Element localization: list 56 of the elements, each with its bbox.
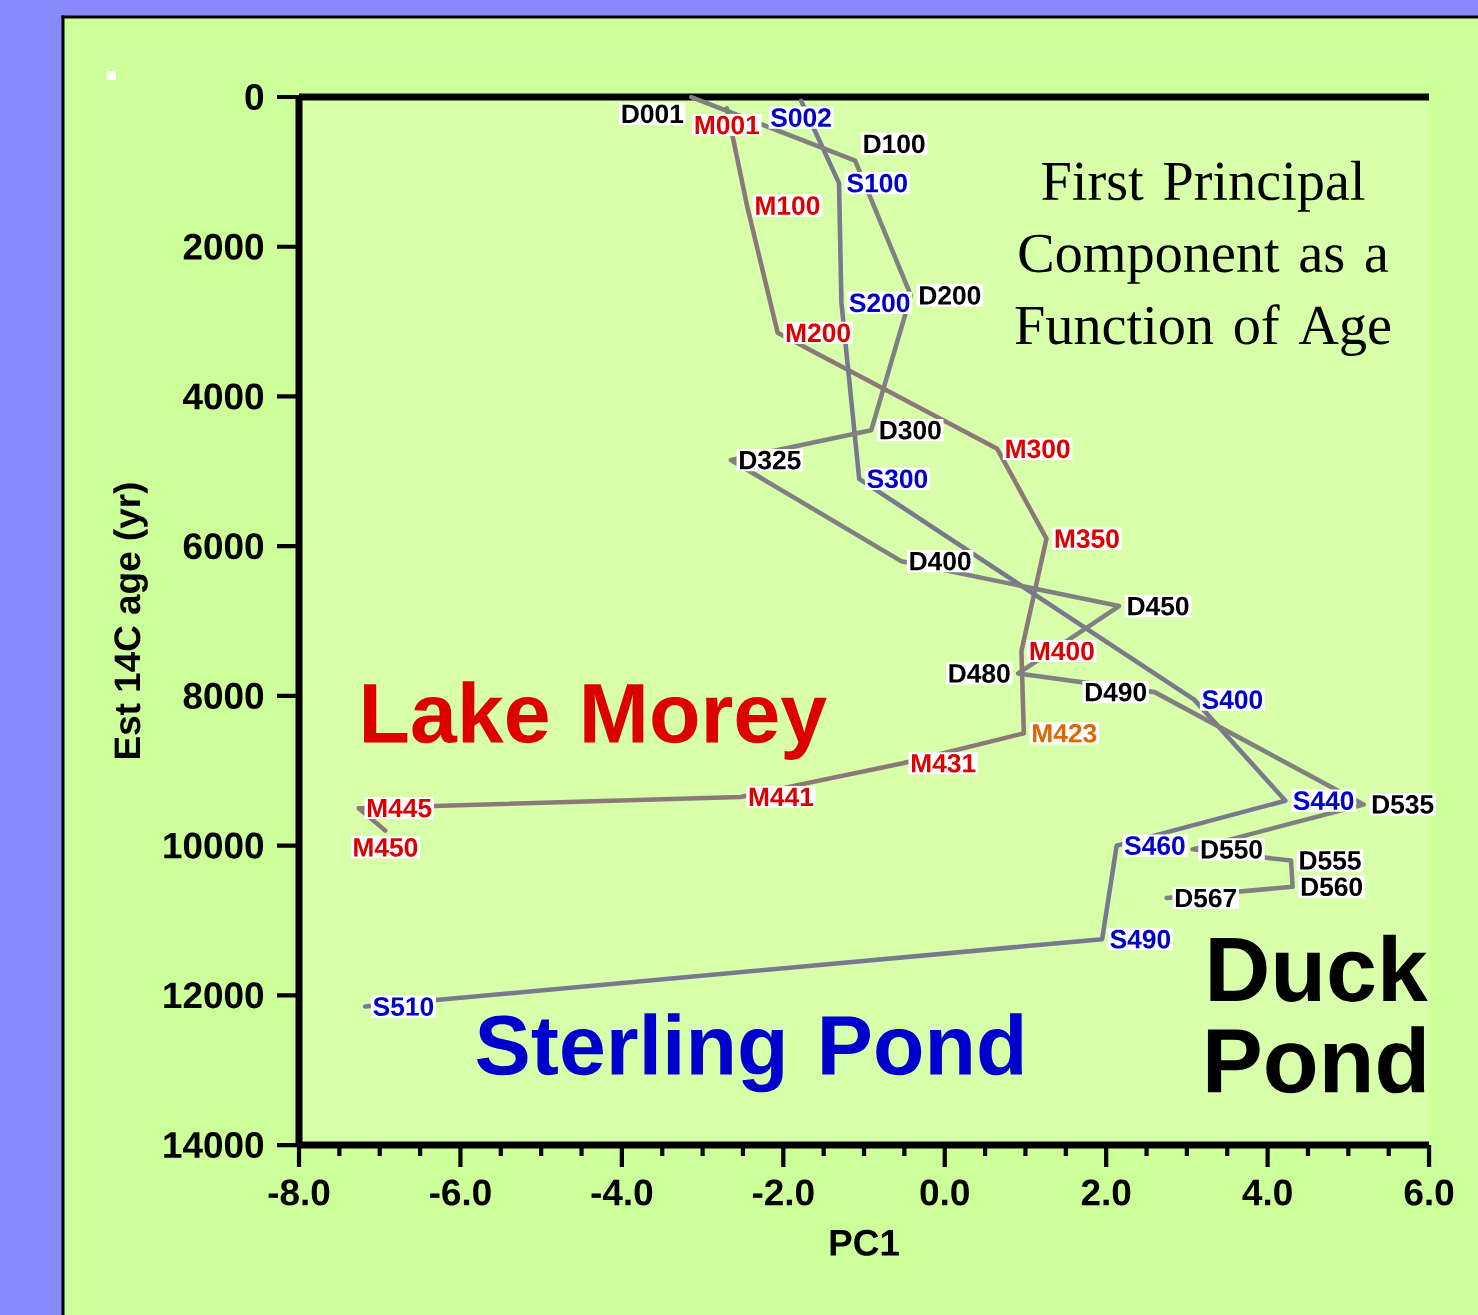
data-label: D325: [740, 450, 801, 470]
series-label: Sterling Pond: [476, 1013, 1022, 1093]
data-label: D535: [1372, 795, 1434, 814]
data-label: M100: [756, 196, 820, 215]
data-label: M200: [786, 323, 850, 343]
data-label: M300: [1006, 439, 1070, 459]
data-label: S510: [373, 997, 434, 1016]
x-tick-label: 6.0: [1404, 1179, 1454, 1206]
data-label: D001: [622, 104, 684, 124]
y-axis-title: Est 14C age (yr): [113, 483, 148, 759]
data-label: D480: [949, 664, 1010, 683]
x-tick-label: 4.0: [1242, 1179, 1292, 1206]
y-tick-label: 2000: [183, 233, 264, 260]
data-label: M431: [912, 753, 976, 773]
data-label: D400: [910, 551, 971, 571]
data-label: D450: [1128, 596, 1189, 616]
x-tick-label: -2.0: [752, 1179, 814, 1206]
data-label: M400: [1030, 641, 1094, 661]
y-tick-label: 8000: [183, 682, 264, 709]
data-label: S100: [847, 173, 907, 193]
series-label: Duck Pond: [1207, 934, 1428, 1094]
y-tick-label: 10000: [164, 832, 264, 859]
x-tick-label: -8.0: [268, 1179, 330, 1206]
data-label: D300: [880, 420, 941, 440]
data-label: D560: [1301, 877, 1362, 897]
data-label: S460: [1124, 836, 1185, 855]
data-label: D567: [1175, 888, 1237, 908]
data-label: D200: [920, 286, 981, 305]
data-label: D490: [1085, 682, 1147, 702]
data-label: M423: [1033, 723, 1097, 743]
x-tick-label: 0.0: [920, 1179, 969, 1206]
y-tick-label: 0: [245, 83, 264, 111]
data-label: D555: [1300, 851, 1361, 870]
data-label: S490: [1110, 929, 1171, 949]
data-label: M001: [695, 115, 760, 135]
y-tick-label: 14000: [164, 1131, 264, 1159]
text: First Principal Component as a Function of Age: [1015, 160, 1391, 357]
data-label: S002: [771, 108, 831, 127]
x-tick-label: -4.0: [591, 1179, 653, 1206]
data-label: M350: [1055, 529, 1119, 549]
y-tick-label: 4000: [183, 383, 264, 410]
x-tick-label: -6.0: [430, 1179, 491, 1206]
data-label: M445: [367, 798, 432, 818]
x-axis-title: PC1: [830, 1229, 899, 1256]
data-label: S440: [1293, 791, 1354, 811]
data-label: M450: [354, 838, 418, 857]
x-tick-label: 2.0: [1081, 1179, 1131, 1206]
data-label: M441: [749, 787, 814, 807]
series-label: Lake Morey: [364, 681, 827, 760]
data-label: D550: [1201, 840, 1262, 859]
y-tick-label: 12000: [164, 982, 264, 1009]
data-label: S200: [849, 293, 910, 313]
data-label: S400: [1202, 690, 1263, 709]
data-label: D100: [864, 134, 925, 154]
data-label: S300: [867, 469, 928, 489]
y-tick-label: 6000: [183, 533, 264, 560]
